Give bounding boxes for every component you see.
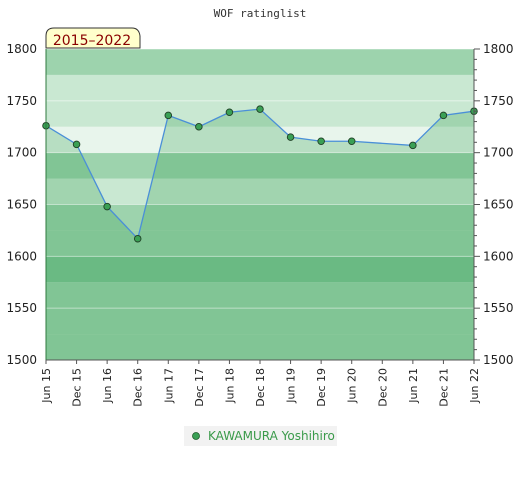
y-axis-right: 1500 1550 1600 1650 1700 1750 1800 [473,42,514,367]
rating-area-fill [46,109,474,360]
band-1675 [46,152,474,179]
data-point-4 [164,111,173,120]
band-1500 [46,334,474,360]
y-tick-label-right-1550: 1550 [483,301,514,315]
y-tick-label-left-1650: 1650 [6,198,37,212]
x-tick-label-4: Jun 17 [162,368,175,404]
y-tick-label-left-1700: 1700 [6,146,37,160]
x-tick-label-12: Jun 21 [407,368,420,404]
data-point-6 [225,108,234,116]
x-tick-label-1: Dec 15 [71,368,84,407]
x-tick-label-0: Jun 15 [40,368,53,404]
data-point-10 [347,137,356,146]
y-tick-label-right-1650: 1650 [483,198,514,212]
legend-marker-icon [192,432,200,440]
rating-polyline [45,108,475,241]
data-point-8 [286,133,295,141]
band-1725 [46,100,474,127]
y-tick-label-left-1800: 1800 [6,42,37,56]
range-label-box: 2015–2022 [45,27,141,49]
x-tick-label-2: Jun 16 [101,368,114,404]
data-point-9 [317,137,325,146]
y-tick-label-right-1500: 1500 [483,353,514,367]
y-tick-label-right-1700: 1700 [483,146,514,160]
chart-title: WOF ratinglist [214,7,307,20]
rating-area [46,109,474,360]
band-1700 [46,126,474,153]
y-axis-left: 1500 1550 1600 1650 1700 1750 1800 [6,42,47,367]
legend[interactable]: KAWAMURA Yoshihiro [184,426,337,446]
plot-background-bands [46,49,474,360]
band-1750 [46,74,474,101]
y-tick-label-left-1500: 1500 [6,353,37,367]
range-label-text: 2015–2022 [53,33,131,49]
data-point-3 [133,234,142,243]
x-tick-label-8: Jun 19 [285,368,298,404]
y-tick-label-left-1550: 1550 [6,301,37,315]
band-1550 [46,282,474,309]
x-tick-label-5: Dec 17 [193,368,206,407]
legend-series-name: KAWAMURA Yoshihiro [208,429,335,443]
data-point-13 [439,111,448,120]
data-point-7 [256,105,264,113]
x-tick-label-11: Dec 20 [376,368,389,407]
x-axis: Jun 15 Dec 15 Jun 16 Dec 16 Jun 17 Dec 17 Jun … [40,359,481,407]
band-1775 [46,49,474,75]
x-tick-label-3: Dec 16 [132,368,145,407]
y-tick-label-right-1600: 1600 [483,249,514,263]
band-1650 [46,178,474,205]
band-1600 [46,230,474,257]
y-tick-label-left-1750: 1750 [6,94,37,108]
x-tick-label-6: Jun 18 [223,368,236,404]
x-tick-label-10: Jun 20 [346,368,359,404]
x-tick-label-14: Jun 22 [468,368,481,404]
band-1575 [46,256,474,283]
band-1525 [46,308,474,335]
y-tick-label-left-1600: 1600 [6,249,37,263]
x-tick-label-9: Dec 19 [315,368,328,407]
y-tick-label-right-1750: 1750 [483,94,514,108]
y-tick-label-right-1800: 1800 [483,42,514,56]
data-point-1 [72,140,81,149]
x-tick-label-7: Dec 18 [254,368,267,407]
data-point-12 [409,141,417,150]
data-point-2 [103,202,111,211]
rating-line [45,108,475,241]
data-points [42,105,478,243]
x-tick-label-13: Dec 21 [437,368,450,407]
data-point-5 [195,122,203,131]
